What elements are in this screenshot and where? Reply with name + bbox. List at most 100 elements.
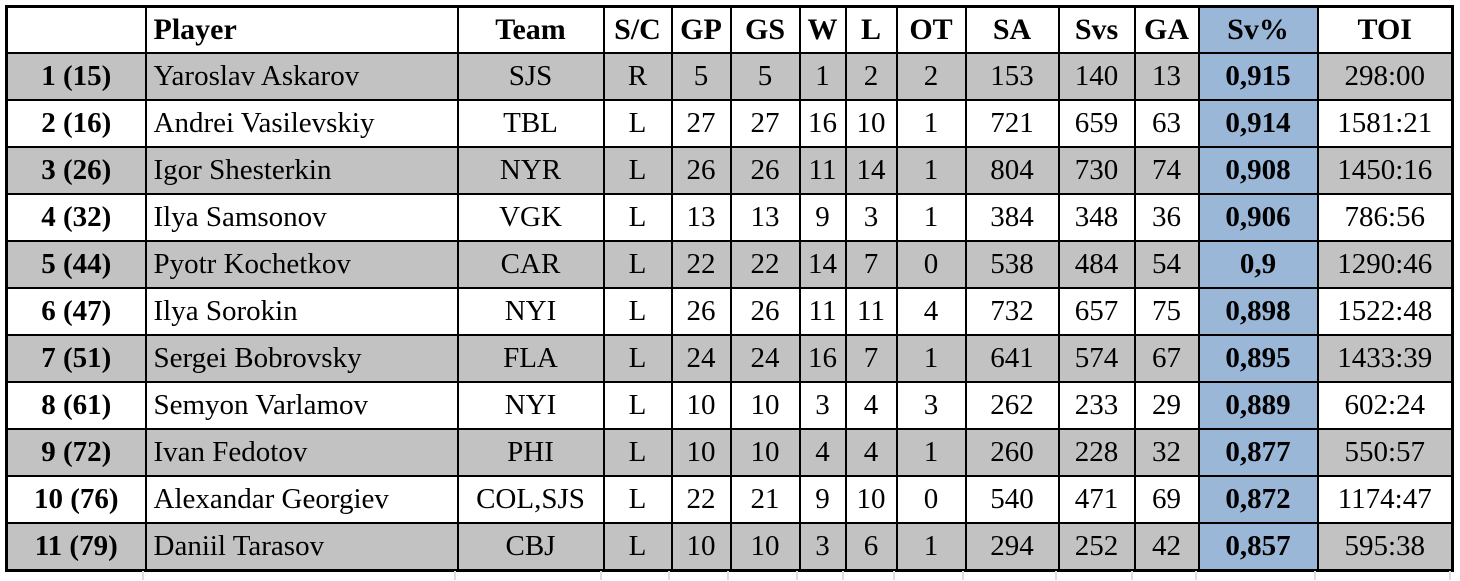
col-header-gp: GP [670,5,732,54]
cell-w: 4 [798,428,847,477]
cell-ga: 69 [1133,475,1200,524]
cell-sc: L [602,193,673,242]
table-row: 1 (15) Yaroslav Askarov SJS R 5 5 1 2 2 153 140 13 0… [5,52,1454,101]
cell-svpct: 0,908 [1197,146,1319,195]
table-row: 4 (32) Ilya Samsonov VGK L 13 13 9 3 1 384 348 36 0,… [5,193,1454,242]
cell-toi: 786:56 [1316,193,1454,242]
cell-l: 14 [844,146,898,195]
cell-w: 11 [798,146,847,195]
cell-gp: 22 [670,240,732,289]
table-row: 7 (51) Sergei Bobrovsky FLA L 24 24 16 7 1 641 574… [5,334,1454,383]
cell-ga: 32 [1133,428,1200,477]
cell-gs: 10 [729,522,801,572]
cell-l: 7 [844,334,898,383]
cell-ot: 3 [895,381,967,430]
cell-svs: 471 [1057,475,1136,524]
cell-l: 10 [844,99,898,148]
cell-svs: 574 [1057,334,1136,383]
cell-toi: 602:24 [1316,381,1454,430]
cell-sc: L [602,428,673,477]
cell-svpct: 0,915 [1197,52,1319,101]
cell-w: 16 [798,99,847,148]
cell-sc: R [602,52,673,101]
col-header-team: Team [456,5,605,54]
cell-gp: 27 [670,99,732,148]
cell-team: NYI [456,287,605,336]
cell-l: 11 [844,287,898,336]
cell-w: 16 [798,334,847,383]
cell-rank: 7 (51) [5,334,147,383]
cell-sa: 294 [964,522,1060,572]
cell-svs: 484 [1057,240,1136,289]
cell-player: Ilya Sorokin [144,287,459,336]
cell-svs: 228 [1057,428,1136,477]
cell-ga: 75 [1133,287,1200,336]
cell-player: Daniil Tarasov [144,522,459,572]
cell-rank: 6 (47) [5,287,147,336]
cell-svpct: 0,872 [1197,475,1319,524]
cell-sa: 153 [964,52,1060,101]
cell-sa: 732 [964,287,1060,336]
cell-team: NYI [456,381,605,430]
cell-ot: 1 [895,334,967,383]
table-row: 6 (47) Ilya Sorokin NYI L 26 26 11 11 4 732 657 75 0… [5,287,1454,336]
cell-player: Ivan Fedotov [144,428,459,477]
cell-rank: 10 (76) [5,475,147,524]
cell-sa: 262 [964,381,1060,430]
cell-svpct: 0,889 [1197,381,1319,430]
cell-gs: 21 [729,475,801,524]
cell-toi: 1174:47 [1316,475,1454,524]
cell-player: Ilya Samsonov [144,193,459,242]
col-header-svs: Svs [1057,5,1136,54]
table-row: 10 (76) Alexandar Georgiev COL,SJS L 22 21 9 10… [5,475,1454,524]
goalie-stats-table: Player Team S/C GP GS W L OT SA Svs GA Sv% TOI 1 (15… [5,5,1454,572]
table-row: 11 (79) Daniil Tarasov CBJ L 10 10 3 6 1 294 252 42… [5,522,1454,572]
cell-sc: L [602,240,673,289]
cell-player: Semyon Varlamov [144,381,459,430]
cell-rank: 3 (26) [5,146,147,195]
cell-player: Pyotr Kochetkov [144,240,459,289]
cell-rank: 8 (61) [5,381,147,430]
col-header-rank [5,5,147,54]
cell-gp: 22 [670,475,732,524]
cell-gp: 10 [670,522,732,572]
cell-player: Alexandar Georgiev [144,475,459,524]
cell-sa: 804 [964,146,1060,195]
cell-player: Igor Shesterkin [144,146,459,195]
cell-gs: 24 [729,334,801,383]
cell-gs: 27 [729,99,801,148]
cell-ga: 42 [1133,522,1200,572]
cell-w: 3 [798,522,847,572]
cell-gs: 13 [729,193,801,242]
cell-ot: 1 [895,522,967,572]
cell-toi: 1581:21 [1316,99,1454,148]
cell-player: Sergei Bobrovsky [144,334,459,383]
cell-team: VGK [456,193,605,242]
cell-l: 6 [844,522,898,572]
cell-team: CAR [456,240,605,289]
cell-rank: 9 (72) [5,428,147,477]
col-header-ga: GA [1133,5,1200,54]
cell-rank: 11 (79) [5,522,147,572]
cell-svs: 252 [1057,522,1136,572]
cell-gp: 24 [670,334,732,383]
cell-gp: 26 [670,146,732,195]
cell-ga: 74 [1133,146,1200,195]
col-header-w: W [798,5,847,54]
cell-sc: L [602,381,673,430]
cell-toi: 595:38 [1316,522,1454,572]
cell-svs: 233 [1057,381,1136,430]
cell-gp: 13 [670,193,732,242]
cell-ga: 63 [1133,99,1200,148]
cell-sc: L [602,99,673,148]
cell-team: COL,SJS [456,475,605,524]
cell-team: SJS [456,52,605,101]
table-row: 8 (61) Semyon Varlamov NYI L 10 10 3 4 3 262 233 29… [5,381,1454,430]
col-header-gs: GS [729,5,801,54]
cell-ot: 1 [895,428,967,477]
cell-w: 14 [798,240,847,289]
cell-rank: 5 (44) [5,240,147,289]
cell-ot: 1 [895,99,967,148]
cell-ga: 13 [1133,52,1200,101]
